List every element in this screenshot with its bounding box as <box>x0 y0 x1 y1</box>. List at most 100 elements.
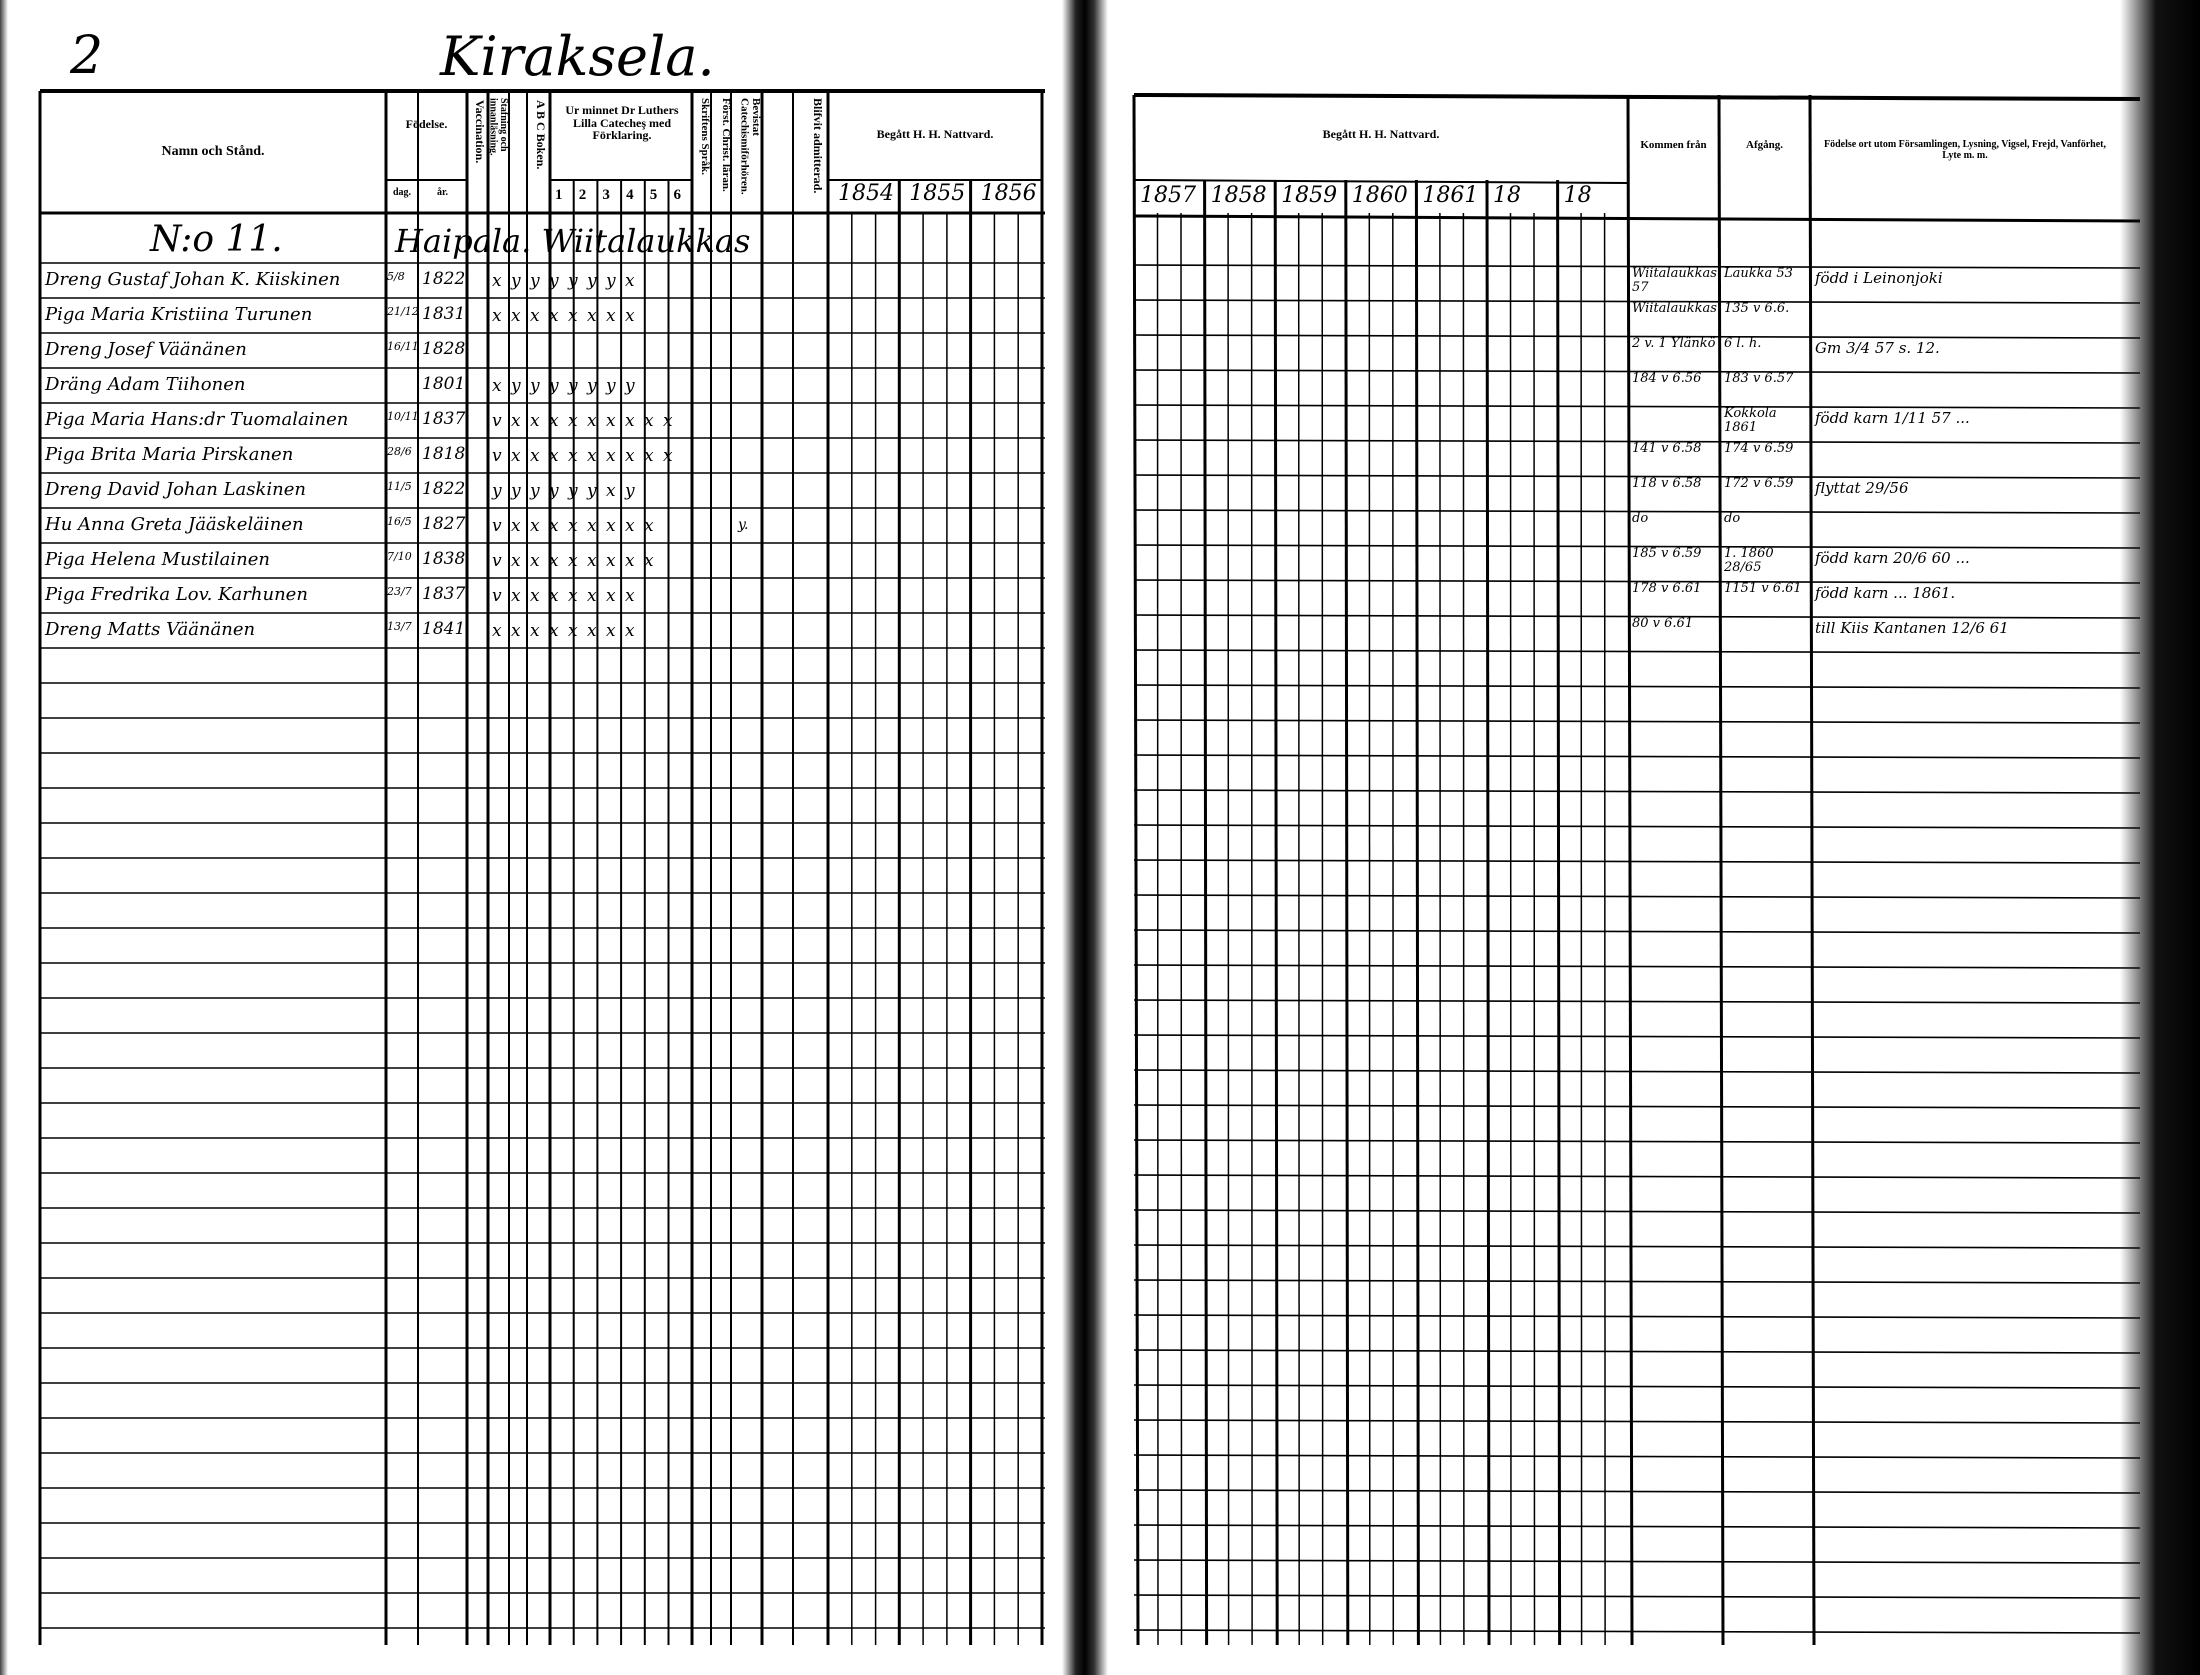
came-from: Wiitalaukkas <box>1632 301 1717 316</box>
departure: 1151 v 6.61 <box>1724 581 1802 596</box>
column-rule <box>1626 94 1634 1646</box>
catechism-col-label: 3 <box>602 187 610 203</box>
catechism-col-label: 1 <box>555 187 563 203</box>
knowledge-marks: x x x x x x x x <box>492 621 637 641</box>
year-rule <box>1485 179 1491 1646</box>
header-departure: Afgång. <box>1746 139 1783 151</box>
sub-rule <box>1133 179 1629 184</box>
knowledge-marks: x y y y y y y x <box>492 271 637 291</box>
birth-year: 1828 <box>422 339 466 359</box>
person-name: Hu Anna Greta Jääskeläinen <box>45 514 304 535</box>
birth-year: 1837 <box>422 584 466 604</box>
came-from: 141 v 6.58 <box>1632 441 1702 456</box>
birth-year: 1822 <box>422 479 466 499</box>
sub-column-rule <box>1603 212 1606 1646</box>
communion-year-label: 1858 <box>1210 183 1267 208</box>
row-rule <box>1133 929 2141 934</box>
catechism-col-label: 2 <box>578 187 587 203</box>
departure: 135 v 6.6. <box>1724 301 1790 316</box>
row-rule <box>1133 1384 2141 1389</box>
birth-day: 5/8 <box>387 270 405 283</box>
birth-day: 23/7 <box>387 585 412 598</box>
birth-year: 1838 <box>422 549 466 569</box>
came-from: 184 v 6.56 <box>1632 371 1702 386</box>
knowledge-marks: x x x x x x x x <box>492 306 637 326</box>
sub-column-rule <box>1227 212 1230 1646</box>
note: född i Leinonjoki <box>1815 269 1943 287</box>
person-name: Dreng Josef Väänänen <box>45 339 247 360</box>
sub-column-rule <box>1439 212 1442 1646</box>
birth-day: 10/11 <box>387 410 419 423</box>
column-rule <box>1808 94 1816 1646</box>
knowledge-marks: v x x x x x x x x x <box>492 411 675 431</box>
row-rule <box>1133 719 2141 724</box>
page-shadow-left <box>0 0 8 1675</box>
row-rule <box>1133 1419 2141 1424</box>
sub-column-rule <box>1250 212 1253 1646</box>
row-rule <box>1133 509 2141 514</box>
row-rule <box>1133 1489 2141 1494</box>
communion-year-label: 1855 <box>909 181 966 206</box>
sub-column-rule <box>1321 212 1324 1646</box>
knowledge-marks: v x x x x x x x x <box>492 516 656 536</box>
note: född karn ... 1861. <box>1815 584 1956 602</box>
row-rule <box>1133 1244 2141 1249</box>
row-rule <box>1133 1594 2141 1599</box>
header-came-from: Kommen från <box>1640 139 1707 151</box>
row-rule <box>1133 369 2141 374</box>
birth-day: 28/6 <box>387 445 412 458</box>
person-name: Dreng Matts Väänänen <box>45 619 256 640</box>
header-communion-right: Begått H. H. Nattvard. <box>1322 127 1440 141</box>
header-christian: Först. Christ. läran. <box>720 98 732 192</box>
page-shadow-right <box>2120 0 2200 1675</box>
column-rule <box>1717 94 1725 1646</box>
row-rule <box>1133 684 2141 689</box>
birth-year: 1822 <box>422 269 466 289</box>
birth-year: 1801 <box>422 374 466 394</box>
year-rule <box>1556 179 1562 1646</box>
book-binding <box>1062 0 1108 1675</box>
row-rule <box>1133 1629 2141 1634</box>
came-from: 178 v 6.61 <box>1632 581 1702 596</box>
row-rule <box>1133 1034 2141 1039</box>
row-rule <box>1133 1209 2141 1214</box>
header-admitted: Blifvit admitterad. <box>811 98 825 194</box>
birth-day: 13/7 <box>387 620 412 633</box>
row-rule <box>1133 964 2141 969</box>
note: till Kiis Kantanen 12/6 61 <box>1815 619 2009 637</box>
row-rule <box>1133 824 2141 829</box>
person-name: Piga Brita Maria Pirskanen <box>45 444 294 465</box>
catechism-hearing-mark: y. <box>738 517 749 533</box>
birth-day: 7/10 <box>387 550 412 563</box>
came-from: 118 v 6.58 <box>1632 476 1702 491</box>
person-name: Dräng Adam Tiihonen <box>45 374 246 395</box>
birth-year: 1841 <box>422 619 466 639</box>
came-from: 80 v 6.61 <box>1632 616 1694 631</box>
person-name: Piga Fredrika Lov. Karhunen <box>45 584 308 605</box>
sub-column-rule <box>1297 212 1300 1646</box>
knowledge-marks: v x x x x x x x x <box>492 551 656 571</box>
row-rule <box>1133 264 2141 269</box>
row-rule <box>1133 1349 2141 1354</box>
departure: Kokkola 1861 <box>1724 406 1777 435</box>
row-rule <box>1133 1069 2141 1074</box>
birth-day: 16/11 <box>387 340 419 353</box>
departure: 183 v 6.57 <box>1724 371 1794 386</box>
row-rule <box>1133 544 2141 549</box>
person-name: Piga Helena Mustilainen <box>45 549 270 570</box>
came-from: Wiitalaukkas 57 <box>1632 266 1717 295</box>
person-name: Dreng Gustaf Johan K. Kiiskinen <box>45 269 341 290</box>
communion-year-label: 1854 <box>838 181 894 206</box>
village-name: Haipala. Wiitalaukkas <box>395 222 751 260</box>
note: flyttat 29/56 <box>1815 479 1909 497</box>
header-name: Namn och Stånd. <box>161 144 265 159</box>
note: född karn 1/11 57 ... <box>1815 409 1970 427</box>
header-catechism: Ur minnet Dr Luthers Lilla Catecheş med … <box>565 103 679 143</box>
row-rule <box>1133 894 2141 899</box>
person-name: Piga Maria Hans:dr Tuomalainen <box>45 409 349 430</box>
departure: do <box>1724 511 1741 526</box>
came-from: do <box>1632 511 1649 526</box>
header-rule <box>1133 214 2141 223</box>
birth-year: 1827 <box>422 514 466 534</box>
